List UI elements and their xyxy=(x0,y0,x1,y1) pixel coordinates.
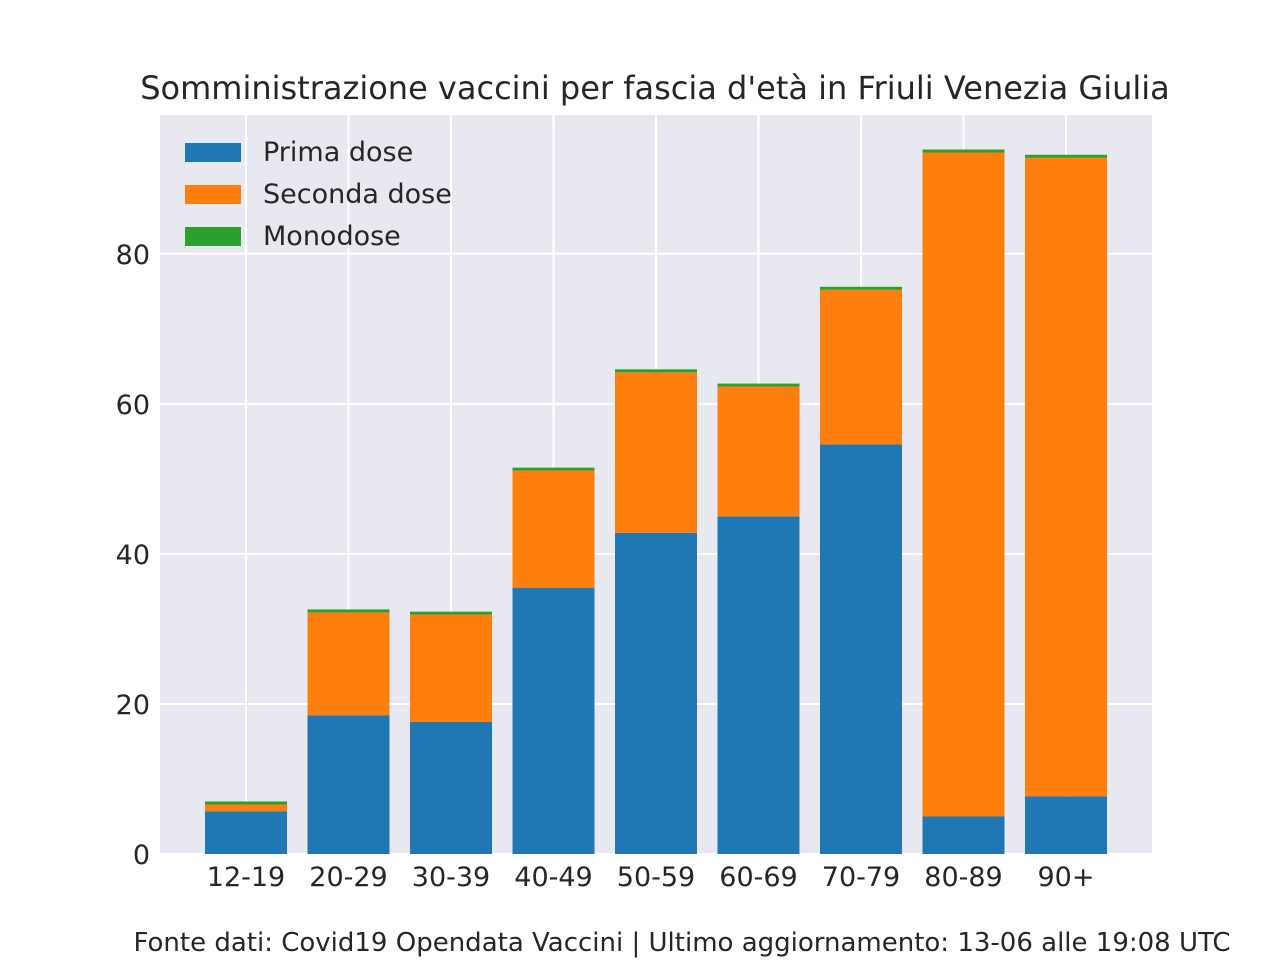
x-tick-label: 30-39 xyxy=(412,862,490,893)
bar-seconda-dose-30-39 xyxy=(410,614,492,722)
bar-seconda-dose-60-69 xyxy=(717,386,800,517)
y-tick-label: 20 xyxy=(116,690,150,721)
bar-prima-dose-40-49 xyxy=(512,587,595,854)
legend-label: Prima dose xyxy=(263,137,413,168)
bar-seconda-dose-80-89 xyxy=(922,152,1005,817)
legend-label: Seconda dose xyxy=(263,179,452,210)
legend-label: Monodose xyxy=(263,221,401,252)
source-footer: Fonte dati: Covid19 Opendata Vaccini | U… xyxy=(133,928,1230,958)
axis-ticks: 0 20 40 60 80 12-19 20-29 30-39 40-49 50-59 60-69 7… xyxy=(116,240,1095,893)
x-tick-label: 70-79 xyxy=(822,862,900,893)
bar-prima-dose-50-59 xyxy=(615,532,697,854)
x-tick-label: 12-19 xyxy=(207,862,285,893)
bar-monodose-20-29 xyxy=(307,609,390,613)
y-tick-label: 80 xyxy=(116,240,150,271)
legend-swatch xyxy=(185,185,241,204)
bar-prima-dose-80-89 xyxy=(922,816,1005,854)
x-tick-label: 90+ xyxy=(1038,862,1095,893)
legend-swatch xyxy=(185,143,241,162)
bar-seconda-dose-50-59 xyxy=(615,372,697,533)
bars xyxy=(205,149,1107,854)
bar-prima-dose-20-29 xyxy=(307,715,390,854)
bar-prima-dose-30-39 xyxy=(410,721,492,854)
bar-seconda-dose-70-79 xyxy=(820,289,902,445)
bar-monodose-80-89 xyxy=(922,149,1005,153)
y-tick-label: 60 xyxy=(116,390,150,421)
bar-monodose-40-49 xyxy=(512,467,595,471)
y-tick-label: 0 xyxy=(133,840,150,871)
x-tick-label: 80-89 xyxy=(924,862,1002,893)
legend-swatch xyxy=(185,227,241,246)
bar-monodose-70-79 xyxy=(820,286,902,290)
bar-seconda-dose-12-19 xyxy=(205,804,287,812)
bar-prima-dose-12-19 xyxy=(205,811,287,854)
x-tick-label: 20-29 xyxy=(309,862,387,893)
bar-prima-dose-70-79 xyxy=(820,444,902,854)
bar-seconda-dose-40-49 xyxy=(512,470,595,588)
bar-prima-dose-60-69 xyxy=(717,516,800,854)
bar-monodose-50-59 xyxy=(615,369,697,373)
x-tick-label: 50-59 xyxy=(617,862,695,893)
bar-seconda-dose-90+ xyxy=(1025,157,1107,797)
bar-monodose-90+ xyxy=(1025,154,1107,158)
x-tick-label: 40-49 xyxy=(514,862,592,893)
bar-monodose-12-19 xyxy=(205,801,287,805)
bar-monodose-30-39 xyxy=(410,611,492,615)
y-tick-label: 40 xyxy=(116,540,150,571)
x-tick-label: 60-69 xyxy=(719,862,797,893)
bar-monodose-60-69 xyxy=(717,383,800,387)
bar-seconda-dose-20-29 xyxy=(307,612,390,716)
legend: Prima dose Seconda dose Monodose xyxy=(185,137,452,252)
chart-title: Somministrazione vaccini per fascia d'et… xyxy=(140,69,1170,107)
bar-prima-dose-90+ xyxy=(1025,796,1107,854)
